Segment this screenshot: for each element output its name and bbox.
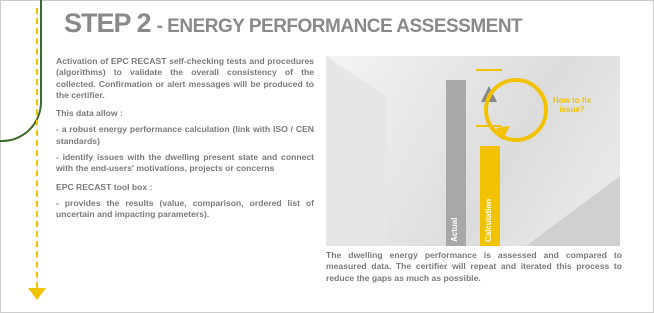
loop xyxy=(486,80,546,140)
figure-drawing xyxy=(326,56,620,246)
caption: The dwelling energy performance is asses… xyxy=(326,250,622,284)
page: STEP 2 - ENERGY PERFORMANCE ASSESSMENT Ac… xyxy=(0,0,654,313)
title: STEP 2 - ENERGY PERFORMANCE ASSESSMENT xyxy=(64,8,522,39)
timeline-arrow xyxy=(28,288,46,300)
paragraph: - provides the results (value, compariso… xyxy=(56,198,314,221)
paragraph: EPC RECAST tool box : xyxy=(56,182,314,193)
step: STEP 2 xyxy=(64,8,151,38)
figure: Actual Calculation How to fix issue? xyxy=(326,56,620,246)
wall xyxy=(326,56,386,246)
step-title: - ENERGY PERFORMANCE ASSESSMENT xyxy=(157,16,523,37)
fix-label: How to fix issue? xyxy=(552,96,592,114)
paragraph: This data allow : xyxy=(56,108,314,119)
paragraph: Activation of EPC RECAST self-checking t… xyxy=(56,56,314,101)
paragraph: - a robust energy performance calculatio… xyxy=(56,124,314,147)
calculation-label: Calculation xyxy=(484,199,493,242)
left-text: Activation of EPC RECAST self-checking t… xyxy=(56,56,314,226)
paragraph: - identify issues with the dwelling pres… xyxy=(56,152,314,175)
actual-label: Actual xyxy=(450,218,459,242)
stairs xyxy=(526,176,620,246)
timeline xyxy=(36,8,38,298)
